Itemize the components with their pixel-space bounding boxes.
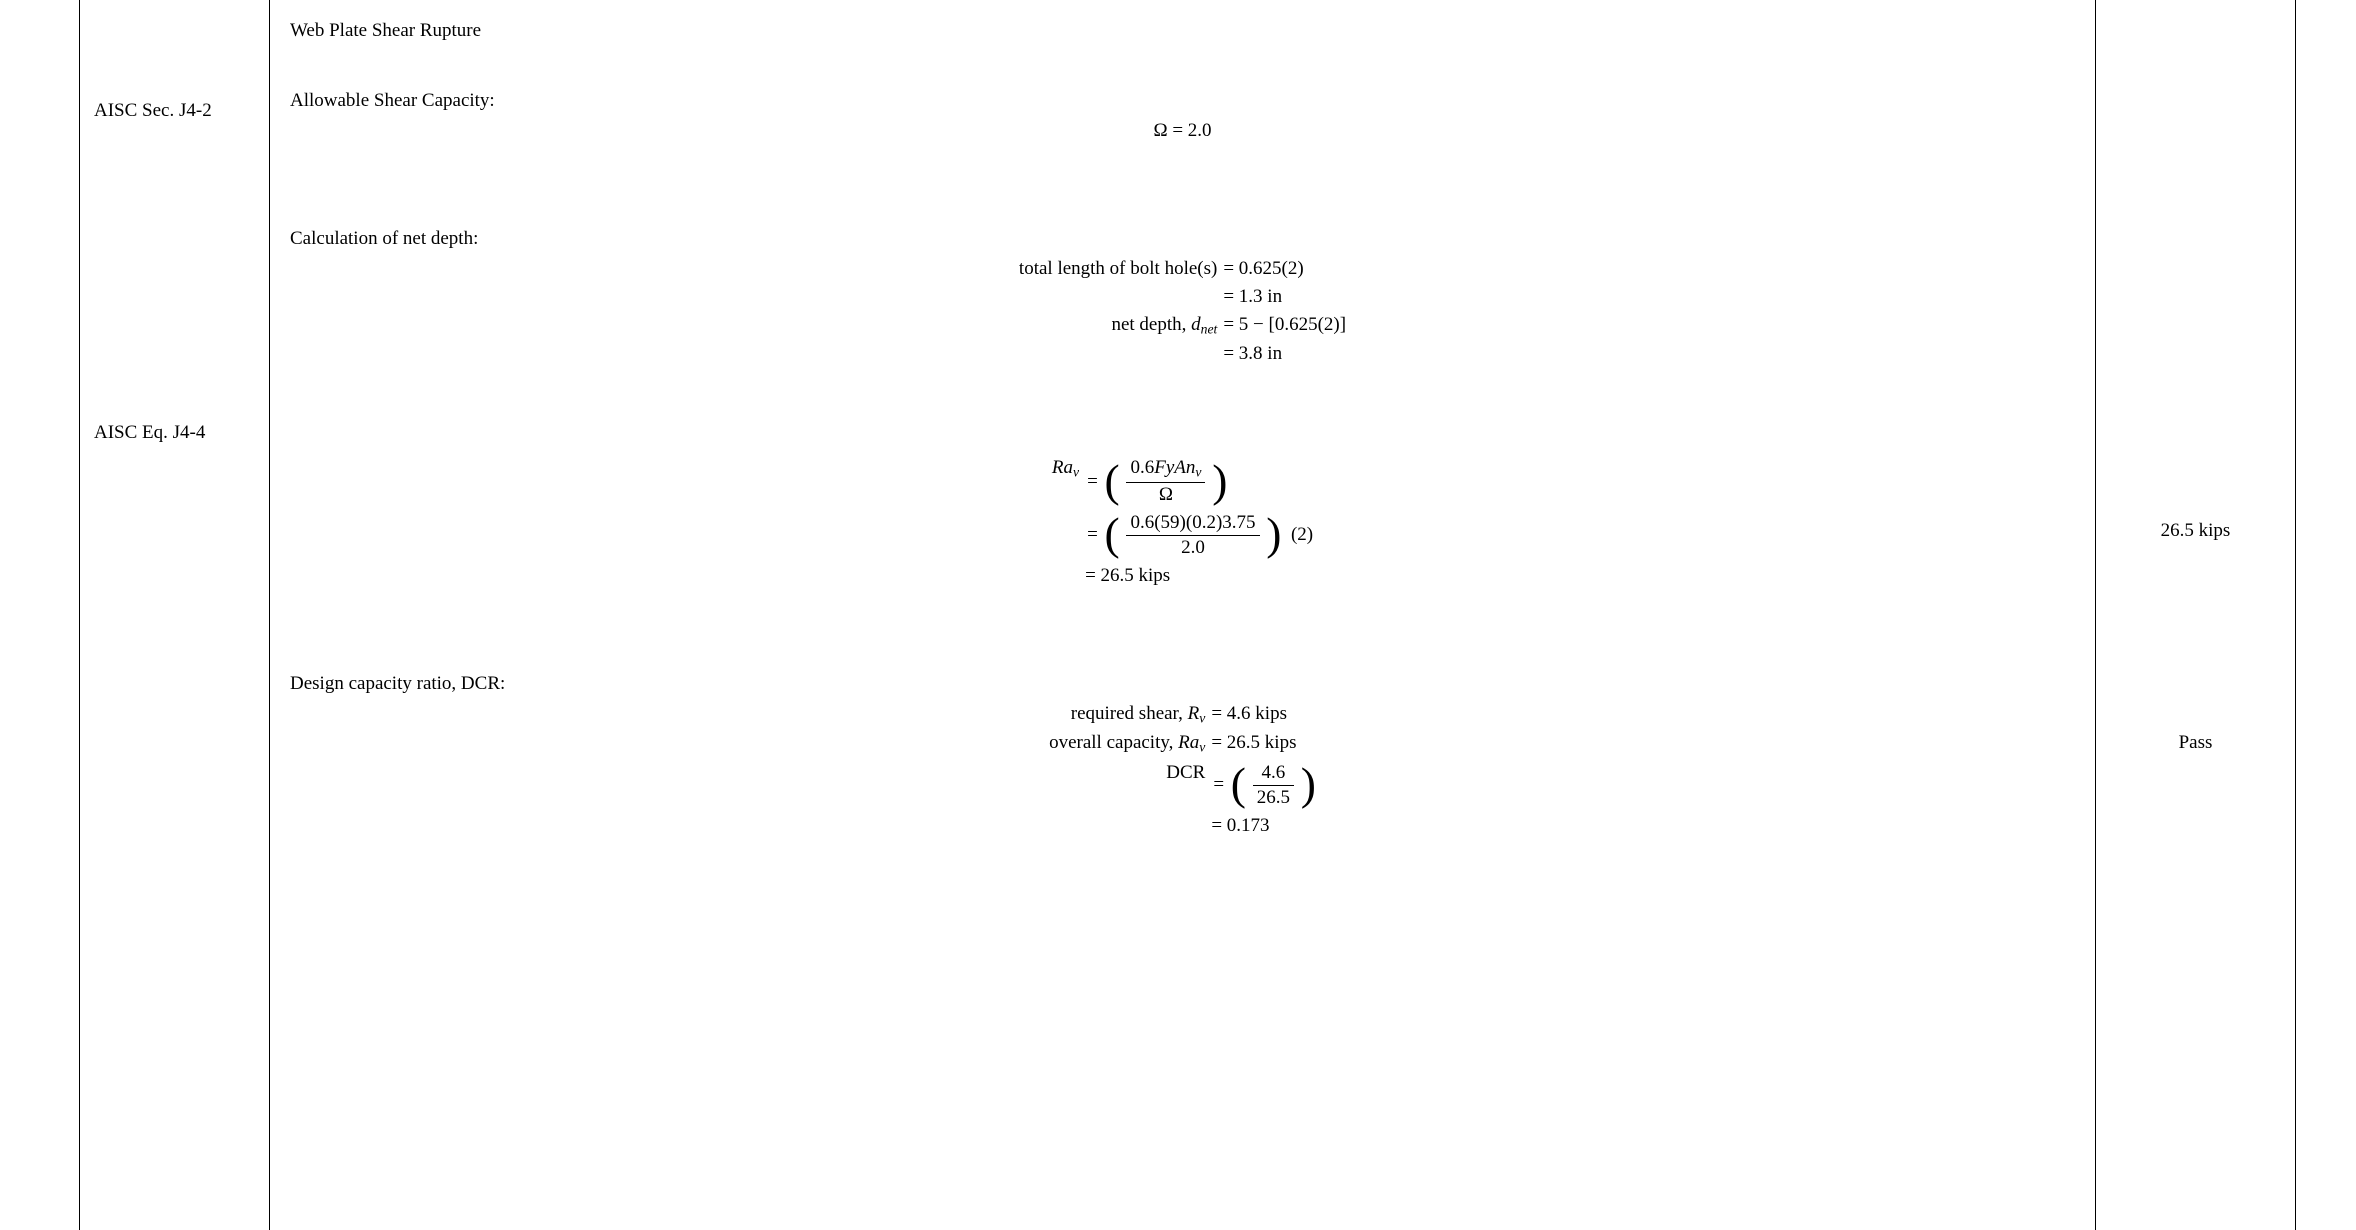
- subscript: v: [1199, 710, 1205, 725]
- var: R: [1188, 703, 1200, 724]
- multiplier: (2): [1291, 524, 1313, 545]
- eq-rhs: = ( 0.6(59)(0.2)3.75 2.0 ) (2): [1085, 512, 1313, 559]
- denominator: 26.5: [1253, 786, 1294, 809]
- section2-subtitle: Calculation of net depth:: [290, 228, 2075, 250]
- eq-rhs: = 0.625(2): [1223, 258, 1346, 280]
- var: d: [1191, 314, 1201, 335]
- eq-rhs: = 1.3 in: [1223, 286, 1346, 308]
- subscript: v: [1073, 465, 1079, 480]
- numerator: 4.6: [1253, 762, 1294, 786]
- main-column: Web Plate Shear Rupture Allowable Shear …: [270, 0, 2096, 1230]
- eq-lhs: total length of bolt hole(s): [1019, 258, 1223, 280]
- subscript: net: [1201, 321, 1218, 336]
- reference-column: AISC Sec. J4-2 AISC Eq. J4-4: [80, 0, 270, 1230]
- eq-rhs: = 0.173: [1211, 815, 1316, 837]
- eq-lhs: DCR: [1049, 762, 1211, 809]
- section-title: Web Plate Shear Rupture: [290, 20, 2075, 42]
- fraction: 0.6FyAnv Ω: [1124, 457, 1207, 505]
- result-column: 26.5 kips Pass: [2096, 0, 2296, 1230]
- section1-subtitle: Allowable Shear Capacity:: [290, 90, 2075, 112]
- fraction: 4.6 26.5: [1251, 762, 1296, 809]
- numerator: 0.6(59)(0.2)3.75: [1126, 512, 1259, 536]
- eq-rhs: = 26.5 kips: [1085, 565, 1313, 587]
- eq-lhs: net depth, dnet: [1019, 314, 1223, 337]
- gutter-right: [2296, 0, 2356, 1230]
- eq-lhs: overall capacity, Rav: [1049, 732, 1211, 755]
- rav-equations: Rav = ( 0.6FyAnv Ω ) = ( 0.6(59)(0.2)3.7…: [290, 457, 2075, 586]
- eq-lhs: [1019, 286, 1223, 308]
- omega-lhs: Ω: [1153, 120, 1167, 141]
- eq-lhs: [1052, 512, 1085, 559]
- var: FyAn: [1154, 457, 1195, 478]
- reference-j4-4: AISC Eq. J4-4: [94, 422, 255, 444]
- section4-subtitle: Design capacity ratio, DCR:: [290, 673, 2075, 695]
- denominator: Ω: [1126, 483, 1205, 506]
- calculation-page: AISC Sec. J4-2 AISC Eq. J4-4 Web Plate S…: [0, 0, 2356, 1230]
- eq-rhs: = 3.8 in: [1223, 343, 1346, 365]
- text: overall capacity,: [1049, 732, 1178, 753]
- subscript: v: [1195, 465, 1201, 480]
- eq-rhs: = 4.6 kips: [1211, 703, 1316, 726]
- subscript: v: [1199, 740, 1205, 755]
- eq-lhs: required shear, Rv: [1049, 703, 1211, 726]
- text: net depth,: [1111, 314, 1191, 335]
- eq-lhs: [1052, 565, 1085, 587]
- var: Ra: [1178, 732, 1199, 753]
- eq-rhs: = ( 4.6 26.5 ): [1211, 762, 1316, 809]
- reference-j4-2: AISC Sec. J4-2: [94, 100, 255, 122]
- omega-rhs: = 2.0: [1172, 120, 1211, 141]
- eq-lhs: Rav: [1052, 457, 1085, 505]
- eq-lhs: [1019, 343, 1223, 365]
- dcr-equations: required shear, Rv = 4.6 kips overall ca…: [290, 703, 2075, 837]
- result-badge-capacity: 26.5 kips: [2110, 520, 2281, 542]
- net-depth-equations: total length of bolt hole(s) = 0.625(2) …: [290, 258, 2075, 365]
- eq-lhs: [1049, 815, 1211, 837]
- num-prefix: 0.6: [1130, 457, 1154, 478]
- eq-rhs: = 5 − [0.625(2)]: [1223, 314, 1346, 337]
- fraction: 0.6(59)(0.2)3.75 2.0: [1124, 512, 1261, 559]
- gutter-left: [0, 0, 80, 1230]
- eq-rhs: = ( 0.6FyAnv Ω ): [1085, 457, 1313, 505]
- omega-equation: Ω = 2.0: [290, 120, 2075, 142]
- denominator: 2.0: [1126, 536, 1259, 559]
- result-badge-pass: Pass: [2110, 732, 2281, 754]
- text: required shear,: [1071, 703, 1188, 724]
- var: Ra: [1052, 457, 1073, 478]
- eq-rhs: = 26.5 kips: [1211, 732, 1316, 755]
